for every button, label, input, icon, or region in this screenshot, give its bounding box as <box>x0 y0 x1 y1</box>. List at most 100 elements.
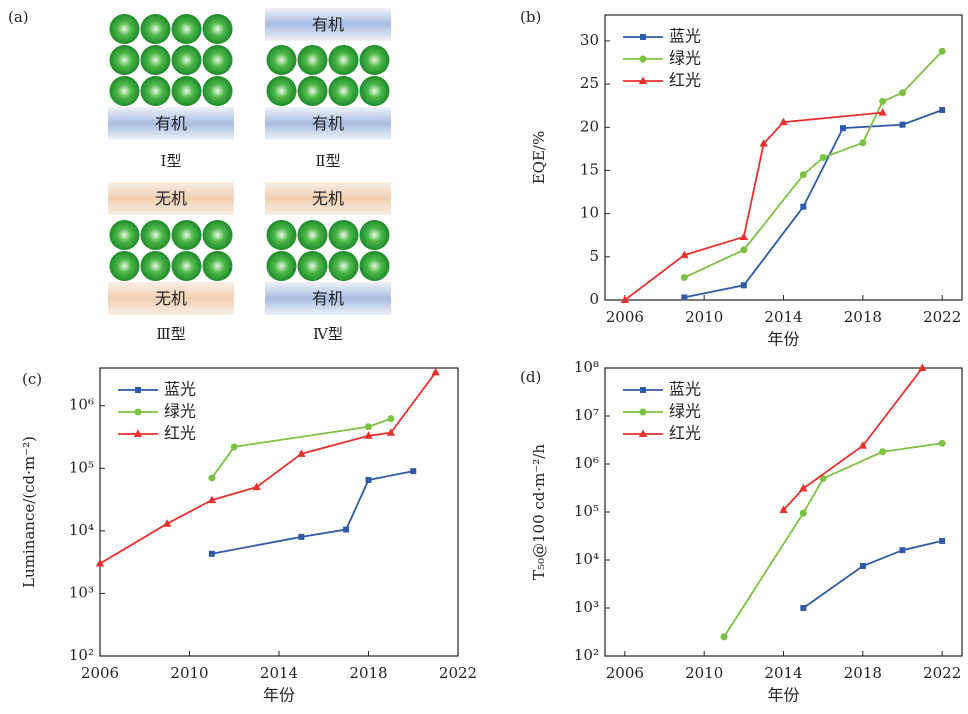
marker <box>879 448 886 455</box>
quantum-dot <box>203 14 233 44</box>
y-tick-label: 10⁴ <box>574 550 599 568</box>
y-tick-label: 20 <box>580 117 599 135</box>
x-tick-label: 2014 <box>764 308 802 326</box>
quantum-dot <box>298 76 328 106</box>
marker <box>681 274 688 281</box>
marker <box>859 139 866 146</box>
y-tick-label: 5 <box>589 247 599 265</box>
quantum-dot <box>203 45 233 75</box>
marker <box>741 282 747 288</box>
marker <box>939 48 946 55</box>
quantum-dot <box>267 45 297 75</box>
marker <box>431 368 439 376</box>
quantum-dot <box>298 220 328 250</box>
marker <box>840 125 846 131</box>
y-tick-label: 10⁶ <box>574 454 599 472</box>
layer-label: 有机 <box>155 114 187 133</box>
legend-marker <box>135 387 141 393</box>
marker <box>740 232 748 240</box>
y-tick-label: 10² <box>574 646 599 664</box>
legend-label: 蓝光 <box>669 380 701 399</box>
marker <box>939 440 946 447</box>
panel-label: (d) <box>520 368 541 386</box>
marker <box>820 154 827 161</box>
quantum-dot <box>141 45 171 75</box>
marker <box>209 551 215 557</box>
marker <box>621 296 629 304</box>
series-line <box>212 419 391 478</box>
quantum-dot <box>172 45 202 75</box>
quantum-dot <box>203 251 233 281</box>
layer-label: 无机 <box>155 189 187 208</box>
quantum-dot <box>110 14 140 44</box>
x-tick-label: 2022 <box>923 308 961 326</box>
quantum-dot <box>172 220 202 250</box>
y-tick-label: 10³ <box>69 583 94 601</box>
structure-type: Ⅲ型 <box>156 325 185 343</box>
legend-label: 蓝光 <box>669 27 701 46</box>
marker <box>252 483 260 491</box>
quantum-dot <box>267 220 297 250</box>
marker <box>208 474 215 481</box>
y-axis-label: EQE/% <box>530 131 548 185</box>
x-tick-label: 2022 <box>439 664 477 682</box>
series-line <box>684 110 942 297</box>
panel-label: (c) <box>22 370 42 388</box>
legend-label: 绿光 <box>669 402 701 421</box>
figure: (a)有机Ⅰ型有机有机Ⅱ型无机无机Ⅲ型无机有机Ⅳ型051015202530200… <box>0 0 968 710</box>
y-axis-label: T₅₀@100 cd·m⁻²/h <box>530 444 548 580</box>
legend-marker <box>640 56 647 63</box>
series-line <box>724 443 942 637</box>
quantum-dot <box>360 251 390 281</box>
layer-label: 有机 <box>312 289 344 308</box>
layer-label: 无机 <box>312 189 344 208</box>
marker <box>799 484 807 492</box>
marker <box>231 443 238 450</box>
y-tick-label: 10⁸ <box>574 358 599 376</box>
x-axis-label: 年份 <box>263 686 295 705</box>
quantum-dot <box>360 45 390 75</box>
x-tick-label: 2006 <box>606 308 644 326</box>
series-line <box>803 541 942 608</box>
marker <box>900 122 906 128</box>
quantum-dot <box>267 76 297 106</box>
marker <box>298 534 304 540</box>
marker <box>343 527 349 533</box>
quantum-dot <box>110 251 140 281</box>
marker <box>681 294 687 300</box>
legend-label: 绿光 <box>164 402 196 421</box>
x-tick-label: 2014 <box>764 664 802 682</box>
marker <box>387 415 394 422</box>
structure-type: Ⅰ型 <box>161 152 182 170</box>
quantum-dot <box>203 76 233 106</box>
x-tick-label: 2010 <box>685 664 723 682</box>
x-tick-label: 2006 <box>81 664 119 682</box>
y-tick-label: 25 <box>580 74 599 92</box>
quantum-dot <box>172 76 202 106</box>
x-tick-label: 2010 <box>685 308 723 326</box>
series-line <box>212 471 413 554</box>
y-tick-label: 10² <box>69 646 94 664</box>
y-tick-label: 10⁵ <box>69 458 94 476</box>
legend-marker <box>640 34 646 40</box>
series-line <box>100 372 436 563</box>
marker <box>740 246 747 253</box>
quantum-dot <box>360 220 390 250</box>
x-tick-label: 2018 <box>349 664 387 682</box>
quantum-dot <box>110 76 140 106</box>
marker <box>800 204 806 210</box>
marker <box>860 563 866 569</box>
marker <box>800 510 807 517</box>
x-axis-label: 年份 <box>767 330 799 349</box>
marker <box>800 605 806 611</box>
y-tick-label: 30 <box>580 31 599 49</box>
x-tick-label: 2006 <box>606 664 644 682</box>
y-tick-label: 10 <box>580 204 599 222</box>
y-tick-label: 10⁴ <box>69 521 94 539</box>
quantum-dot <box>172 251 202 281</box>
panel-label: (a) <box>8 8 29 26</box>
quantum-dot <box>329 220 359 250</box>
y-tick-label: 15 <box>580 160 599 178</box>
marker <box>900 547 906 553</box>
x-axis-label: 年份 <box>767 686 799 705</box>
